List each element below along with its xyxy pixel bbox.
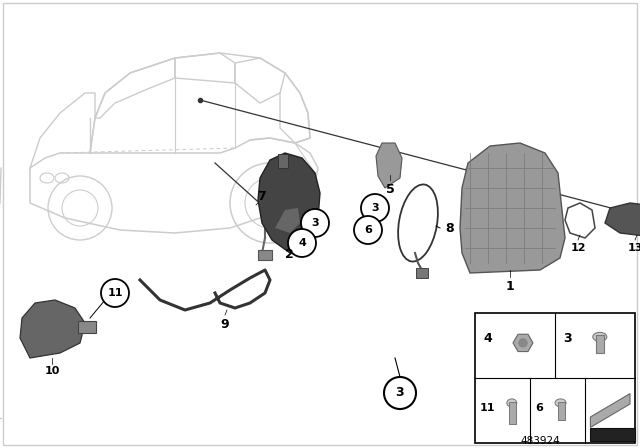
Bar <box>78 321 96 333</box>
Text: 6: 6 <box>535 403 543 413</box>
Bar <box>509 402 516 424</box>
Circle shape <box>384 377 416 409</box>
Text: 13: 13 <box>627 243 640 253</box>
Ellipse shape <box>507 399 517 407</box>
Bar <box>416 268 428 278</box>
Bar <box>475 313 635 443</box>
Text: 7: 7 <box>258 190 266 203</box>
Circle shape <box>519 339 527 347</box>
Bar <box>557 402 564 420</box>
Text: 5: 5 <box>386 183 394 196</box>
Bar <box>596 335 604 353</box>
Bar <box>278 154 288 168</box>
Text: 6: 6 <box>364 225 372 235</box>
Text: 11: 11 <box>108 288 123 298</box>
Ellipse shape <box>555 399 566 407</box>
Bar <box>590 428 635 441</box>
Text: 12: 12 <box>570 243 586 253</box>
Text: 2: 2 <box>285 248 293 261</box>
Ellipse shape <box>593 332 607 341</box>
Text: 10: 10 <box>44 366 60 376</box>
Circle shape <box>101 279 129 307</box>
Text: 4: 4 <box>483 332 492 345</box>
Circle shape <box>288 229 316 257</box>
Polygon shape <box>376 143 402 188</box>
Polygon shape <box>20 300 85 358</box>
Text: 483924: 483924 <box>520 436 560 446</box>
Text: 8: 8 <box>445 221 454 234</box>
Text: 3: 3 <box>371 203 379 213</box>
Text: 9: 9 <box>221 318 229 331</box>
Text: 1: 1 <box>506 280 515 293</box>
Text: 3: 3 <box>311 218 319 228</box>
Text: 3: 3 <box>563 332 572 345</box>
Circle shape <box>301 209 329 237</box>
Polygon shape <box>275 208 300 233</box>
Polygon shape <box>258 153 320 253</box>
Text: 11: 11 <box>480 403 495 413</box>
Text: 4: 4 <box>298 238 306 248</box>
Circle shape <box>354 216 382 244</box>
Circle shape <box>361 194 389 222</box>
Text: 3: 3 <box>396 387 404 400</box>
Polygon shape <box>605 203 640 236</box>
Polygon shape <box>460 143 565 273</box>
Polygon shape <box>590 394 630 427</box>
Bar <box>258 250 272 260</box>
